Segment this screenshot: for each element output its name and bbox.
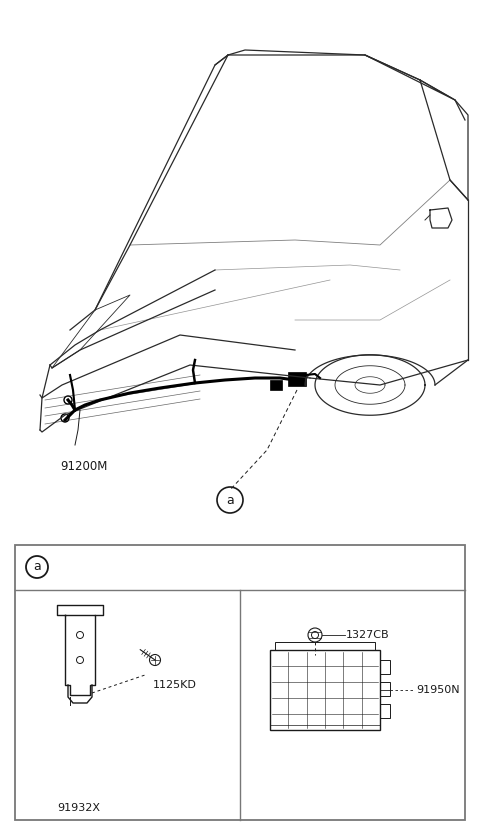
Text: a: a <box>33 560 41 574</box>
Bar <box>270 650 380 730</box>
Text: 1327CB: 1327CB <box>346 630 390 640</box>
Text: 91932X: 91932X <box>57 803 100 813</box>
Text: 91200M: 91200M <box>60 460 108 473</box>
Bar <box>288 372 306 386</box>
Text: 91950N: 91950N <box>416 685 460 695</box>
Text: a: a <box>226 493 234 507</box>
Bar <box>380 660 390 674</box>
Bar <box>15 545 465 820</box>
Bar <box>380 682 390 696</box>
Bar <box>275 642 375 650</box>
Text: 1125KD: 1125KD <box>153 680 197 690</box>
Bar <box>270 380 282 390</box>
Bar <box>380 704 390 718</box>
